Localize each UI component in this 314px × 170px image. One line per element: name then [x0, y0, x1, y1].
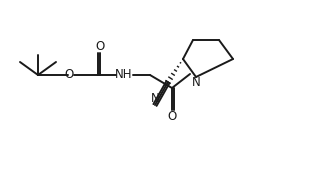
Text: O: O: [95, 40, 105, 54]
Text: O: O: [64, 67, 73, 81]
Text: O: O: [167, 109, 176, 123]
Text: N: N: [151, 91, 160, 105]
Text: NH: NH: [115, 69, 133, 81]
Text: N: N: [192, 75, 200, 89]
